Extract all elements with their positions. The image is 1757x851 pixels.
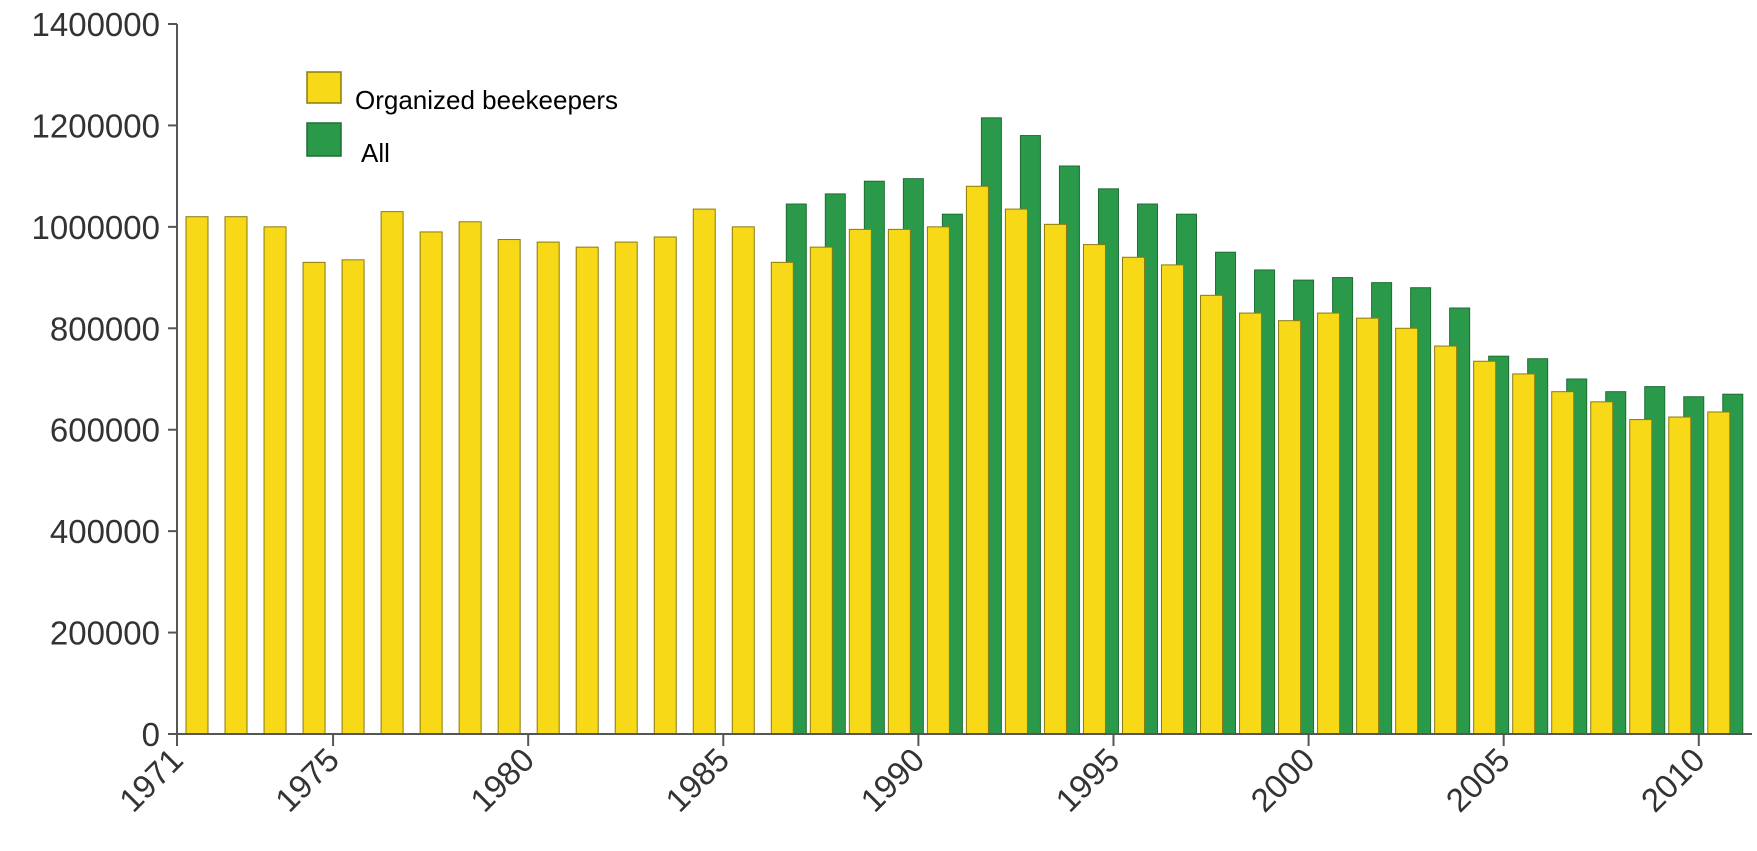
bar-organized-beekeepers-1978 xyxy=(458,221,482,735)
bar-organized-beekeepers-2001 xyxy=(1356,317,1380,735)
bar-organized-beekeepers-1972 xyxy=(224,216,248,735)
x-tick-label-1990: 1990 xyxy=(853,741,931,819)
bar-organized-beekeepers-1988 xyxy=(848,228,872,735)
bar-organized-beekeepers-1995 xyxy=(1121,256,1145,735)
bar-organized-beekeepers-2006 xyxy=(1551,391,1575,735)
bar-organized-beekeepers-1993 xyxy=(1043,223,1067,735)
y-tick-label-1000000: 1000000 xyxy=(32,209,160,246)
legend-label-all: All xyxy=(361,138,390,168)
y-tick-label-600000: 600000 xyxy=(50,412,160,449)
bar-organized-beekeepers-2009 xyxy=(1668,416,1692,735)
y-tick-label-400000: 400000 xyxy=(50,513,160,550)
bar-organized-beekeepers-1984 xyxy=(692,208,716,735)
y-tick-label-1200000: 1200000 xyxy=(32,107,160,144)
bar-organized-beekeepers-1982 xyxy=(614,241,638,735)
bar-organized-beekeepers-2005 xyxy=(1512,373,1536,735)
x-tick-label-1975: 1975 xyxy=(268,741,346,819)
bar-organized-beekeepers-1987 xyxy=(809,246,833,735)
bar-organized-beekeepers-1977 xyxy=(419,231,443,735)
bar-organized-beekeepers-1996 xyxy=(1161,264,1184,735)
bar-organized-beekeepers-1974 xyxy=(302,261,326,735)
bar-organized-beekeepers-1981 xyxy=(575,246,599,735)
bar-organized-beekeepers-1989 xyxy=(887,228,911,735)
bar-organized-beekeepers-2002 xyxy=(1395,327,1419,735)
bar-organized-beekeepers-1997 xyxy=(1200,294,1224,735)
bar-organized-beekeepers-1985 xyxy=(731,226,755,735)
legend-label-organized-beekeepers: Organized beekeepers xyxy=(355,85,618,115)
bars-layer xyxy=(185,117,1744,735)
bar-organized-beekeepers-1991 xyxy=(965,185,989,735)
bar-organized-beekeepers-2007 xyxy=(1590,401,1614,735)
y-axis: 0 200000 400000 600000 800000 1000000 1200000 1… xyxy=(32,6,177,753)
bar-organized-beekeepers-1975 xyxy=(341,259,365,735)
bar-organized-beekeepers-1976 xyxy=(380,211,404,735)
y-tick-label-0: 0 xyxy=(142,716,160,753)
y-tick-label-200000: 200000 xyxy=(50,615,160,652)
bar-organized-beekeepers-1998 xyxy=(1239,312,1263,735)
bar-organized-beekeepers-1992 xyxy=(1004,208,1028,735)
x-tick-label-1985: 1985 xyxy=(658,741,736,819)
bar-organized-beekeepers-1986 xyxy=(770,261,794,735)
bar-organized-beekeepers-1971 xyxy=(185,216,209,735)
legend: Organized beekeepers All xyxy=(306,71,618,168)
x-tick-label-2000: 2000 xyxy=(1243,741,1321,819)
bar-organized-beekeepers-2010 xyxy=(1707,411,1731,735)
bar-organized-beekeepers-1973 xyxy=(263,226,287,735)
bar-organized-beekeepers-2003 xyxy=(1434,345,1458,735)
bar-organized-beekeepers-2004 xyxy=(1473,360,1497,735)
bar-organized-beekeepers-1983 xyxy=(653,236,677,735)
y-tick-label-1400000: 1400000 xyxy=(32,6,160,43)
bar-organized-beekeepers-1980 xyxy=(536,241,560,735)
y-tick-label-800000: 800000 xyxy=(50,310,160,347)
legend-swatch-all xyxy=(306,122,342,157)
bar-organized-beekeepers-1999 xyxy=(1278,320,1302,735)
x-axis: 1971 1975 1980 1985 1990 1995 2000 2005 2010 xyxy=(112,734,1712,819)
x-tick-label-1980: 1980 xyxy=(463,741,541,819)
x-tick-label-1971: 1971 xyxy=(112,741,190,819)
bar-organized-beekeepers-1979 xyxy=(497,239,521,735)
x-tick-label-1995: 1995 xyxy=(1048,741,1126,819)
bar-organized-beekeepers-1990 xyxy=(926,226,950,735)
legend-swatch-organized-beekeepers xyxy=(306,71,342,104)
bar-organized-beekeepers-1994 xyxy=(1082,244,1106,735)
bar-organized-beekeepers-2008 xyxy=(1629,419,1653,735)
bar-organized-beekeepers-2000 xyxy=(1317,312,1341,735)
x-tick-label-2010: 2010 xyxy=(1634,741,1712,819)
x-tick-label-2005: 2005 xyxy=(1439,741,1517,819)
